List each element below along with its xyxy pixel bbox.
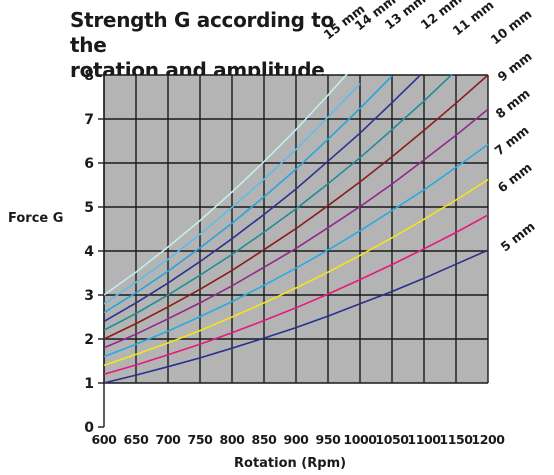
x-tick-label-750: 750 (188, 432, 214, 447)
series-line-5-mm (104, 249, 489, 384)
series-label-8-mm: 8 mm (493, 85, 533, 121)
series-line-8-mm (104, 143, 489, 358)
y-tick-label-2: 2 (84, 332, 94, 348)
series-label-7-mm: 7 mm (492, 122, 532, 158)
series-line-10-mm (104, 74, 489, 340)
series-line-11-mm (104, 74, 454, 331)
series-label-6-mm: 6 mm (495, 159, 535, 195)
x-axis-label: Rotation (Rpm) (234, 456, 347, 471)
series-line-14-mm (104, 83, 361, 305)
x-tick-label-1000: 1000 (343, 432, 377, 447)
x-tick-label-600: 600 (92, 432, 118, 447)
series-line-9-mm (104, 108, 489, 349)
y-tick-label-1: 1 (84, 376, 94, 392)
y-tick-label-4: 4 (84, 244, 94, 260)
series-line-15-mm (104, 74, 349, 296)
series-label-9-mm: 9 mm (495, 48, 535, 84)
series-line-7-mm (104, 179, 489, 367)
y-tick-label-7: 7 (84, 112, 94, 128)
series-line-12-mm (104, 74, 423, 323)
y-tick-label-6: 6 (84, 156, 94, 172)
x-tick-label-1150: 1150 (439, 432, 473, 447)
y-tick-label-8: 8 (84, 68, 94, 84)
x-tick-label-900: 900 (284, 432, 310, 447)
x-tick-label-850: 850 (252, 432, 278, 447)
x-tick-label-1100: 1100 (407, 432, 441, 447)
y-axis-label: Force G (8, 211, 64, 226)
x-tick-label-650: 650 (124, 432, 150, 447)
y-tick-label-5: 5 (84, 200, 94, 216)
series-line-13-mm (104, 75, 393, 314)
series-line-6-mm (104, 214, 489, 375)
x-tick-label-1050: 1050 (375, 432, 409, 447)
x-tick-label-1200: 1200 (471, 432, 505, 447)
x-tick-label-800: 800 (220, 432, 246, 447)
x-tick-label-700: 700 (156, 432, 182, 447)
chart-title-line-1: Strength G according to the (70, 8, 334, 57)
x-tick-label-950: 950 (316, 432, 342, 447)
y-tick-label-3: 3 (84, 288, 94, 304)
series-label-10-mm: 10 mm (488, 6, 535, 47)
series-label-5-mm: 5 mm (498, 218, 538, 254)
y-tick-label-0: 0 (84, 420, 94, 436)
